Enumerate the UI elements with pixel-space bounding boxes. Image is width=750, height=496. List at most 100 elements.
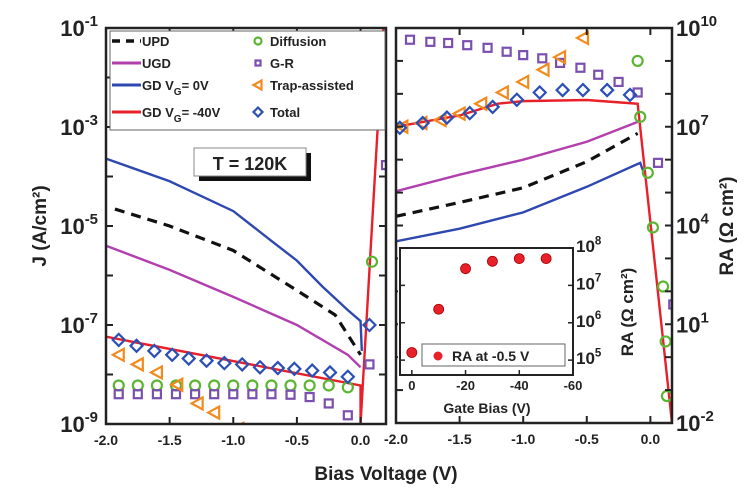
legend-label: G-R xyxy=(270,56,294,71)
circle-marker xyxy=(246,379,259,392)
tick-exponent: 8 xyxy=(595,235,602,247)
inset-data-point xyxy=(513,253,525,265)
inset-frame xyxy=(399,247,574,376)
square-marker xyxy=(228,389,239,400)
legend-label: UGD xyxy=(142,56,171,71)
diamond-marker xyxy=(485,99,501,115)
series-line-ugd xyxy=(106,244,362,369)
left-panel-jv: -2.0 -1.5 -1.0 -0.5 0.010-110-310-510-710-9U… xyxy=(60,13,388,448)
circle-marker xyxy=(656,280,670,293)
diamond-marker xyxy=(251,105,265,119)
annotation-box xyxy=(193,147,307,177)
inset-x-tick-label: -60 xyxy=(564,378,583,393)
inset-y-tick-label: 107 xyxy=(576,273,601,294)
legend-label: UPD xyxy=(142,34,169,49)
tick-base: 10 xyxy=(676,214,700,239)
diamond-marker xyxy=(415,115,431,131)
square-marker xyxy=(613,76,624,88)
inset-x-axis-label: Gate Bias (V) xyxy=(443,400,530,416)
circle-marker xyxy=(646,221,660,234)
inset-y-tick-label: 106 xyxy=(576,310,601,331)
legend-text: GD V xyxy=(142,78,174,93)
series-markers-total xyxy=(111,317,378,385)
right-y-axis-label: RA (Ω cm²) xyxy=(717,177,738,276)
y-tick-label: 10-2 xyxy=(676,408,714,436)
diamond-marker xyxy=(361,317,378,333)
tick-exponent: 7 xyxy=(700,112,708,129)
diamond-marker xyxy=(252,359,268,375)
y-tick-label: 10-7 xyxy=(60,310,98,338)
diamond-marker xyxy=(146,343,162,359)
tick-base: 10 xyxy=(576,237,595,256)
legend-subscript: G xyxy=(174,114,182,125)
diamond-marker xyxy=(462,105,478,121)
x-tick-label: -2.0 xyxy=(384,431,408,447)
circle-marker xyxy=(227,379,240,392)
square-marker xyxy=(189,389,201,400)
diamond-marker xyxy=(286,361,302,377)
tick-base: 10 xyxy=(60,313,84,338)
tick-base: 10 xyxy=(576,312,595,331)
square-marker xyxy=(425,36,436,47)
series-markers-trap-assisted xyxy=(110,346,245,424)
y-tick-label: 10-3 xyxy=(60,112,98,140)
circle-marker xyxy=(641,166,654,179)
legend-text: UPD xyxy=(142,34,169,49)
tick-base: 10 xyxy=(60,16,84,41)
circle-marker xyxy=(112,379,125,392)
tick-exponent: -1 xyxy=(85,13,98,30)
circle-marker xyxy=(631,54,644,68)
diamond-marker xyxy=(396,120,408,136)
circle-marker xyxy=(365,255,379,268)
square-marker xyxy=(170,389,182,400)
x-tick-label: -0.5 xyxy=(285,432,309,448)
series-markers-total xyxy=(396,82,638,136)
tick-exponent: 5 xyxy=(595,347,602,359)
tick-exponent: 1 xyxy=(700,309,708,326)
x-tick-label: 0.0 xyxy=(351,432,371,448)
triangle-marker xyxy=(472,95,488,112)
triangle-marker xyxy=(574,30,590,46)
left-y-axis-label: J (A/cm²) xyxy=(30,185,51,266)
inset-data-point xyxy=(460,263,471,275)
triangle-marker xyxy=(535,61,550,78)
tick-base: 10 xyxy=(576,274,595,293)
triangle-marker xyxy=(189,395,204,412)
x-tick-label: -1.5 xyxy=(448,431,472,447)
y-tick-label: 10-9 xyxy=(60,409,98,437)
triangle-marker xyxy=(168,376,184,393)
inset-y-tick-label: 108 xyxy=(576,235,602,256)
y-tick-label: 101 xyxy=(676,309,709,337)
square-marker xyxy=(518,50,529,61)
diamond-marker xyxy=(599,82,615,98)
series-line-gd-vg-0v xyxy=(396,161,647,243)
diamond-marker xyxy=(111,332,127,348)
square-marker xyxy=(575,62,586,73)
legend-box xyxy=(109,30,386,131)
tick-exponent: 4 xyxy=(700,211,709,228)
square-marker xyxy=(537,53,548,64)
square-marker xyxy=(304,391,315,403)
square-marker xyxy=(254,59,262,67)
diamond-marker xyxy=(164,347,180,363)
x-tick-label: -2.0 xyxy=(94,432,118,448)
tick-exponent: -7 xyxy=(85,310,98,327)
tick-exponent: -2 xyxy=(700,408,713,425)
legend-text: GD V xyxy=(142,105,174,120)
square-marker xyxy=(668,299,672,310)
series-line-ugd xyxy=(396,120,639,193)
square-marker xyxy=(593,69,604,80)
series-line-gd-vg-0v xyxy=(106,157,364,351)
diamond-marker xyxy=(322,364,338,381)
diamond-marker xyxy=(555,82,571,98)
legend-suffix: = -40V xyxy=(182,105,221,120)
circle-marker xyxy=(322,379,335,392)
tick-exponent: -5 xyxy=(85,211,98,228)
square-marker xyxy=(266,389,277,400)
legend-subscript: G xyxy=(174,87,182,98)
legend-text: UGD xyxy=(142,56,171,71)
square-marker xyxy=(342,410,353,421)
diamond-marker xyxy=(234,356,250,372)
triangle-marker xyxy=(110,346,125,363)
